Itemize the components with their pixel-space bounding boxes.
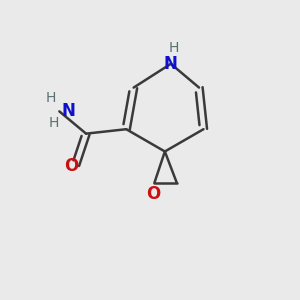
Text: N: N <box>61 102 75 120</box>
Text: O: O <box>146 185 160 203</box>
Text: H: H <box>48 116 59 130</box>
Text: N: N <box>164 55 178 73</box>
Text: H: H <box>45 91 56 105</box>
Text: H: H <box>169 41 179 56</box>
Text: O: O <box>64 157 78 175</box>
